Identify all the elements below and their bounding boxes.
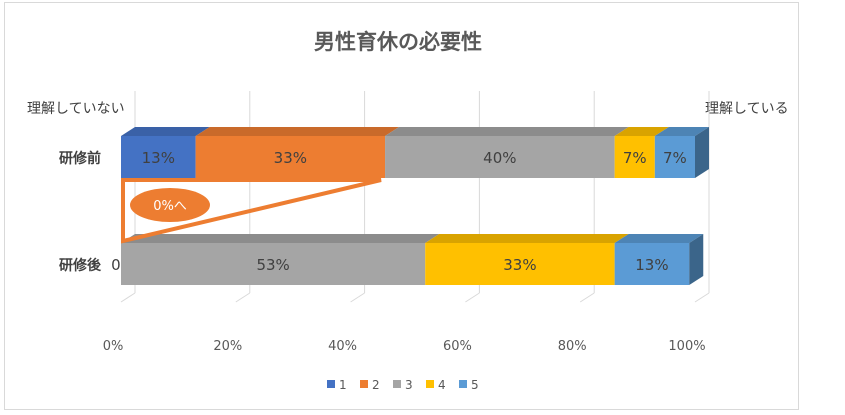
gridline-floor bbox=[120, 292, 136, 303]
bar-top-face bbox=[614, 127, 669, 136]
gridline-floor bbox=[465, 292, 480, 303]
bar-segment bbox=[121, 243, 426, 285]
bar-top-face bbox=[195, 127, 400, 136]
bar-data-label: 7% bbox=[623, 149, 647, 167]
callout: 0%へ bbox=[121, 178, 382, 244]
x-tick-label: 20% bbox=[213, 339, 242, 354]
bar-top-face bbox=[614, 234, 704, 243]
legend-label: 3 bbox=[405, 378, 413, 392]
gridline-floor bbox=[235, 292, 251, 303]
category-label: 研修後 bbox=[59, 257, 102, 274]
legend-label: 4 bbox=[438, 378, 446, 392]
callout-text: 0%へ bbox=[153, 199, 187, 214]
bar-segment bbox=[654, 136, 695, 178]
bar-data-label: 33% bbox=[503, 256, 536, 274]
legend-label: 2 bbox=[372, 378, 380, 392]
x-tick-label: 60% bbox=[443, 339, 472, 354]
chart-frame: 男性育休の必要性 理解していない 理解している 13% 33% 40% 7% 7% 0% 5… bbox=[4, 2, 799, 410]
legend-swatch bbox=[327, 380, 335, 388]
chart-title: 男性育休の必要性 bbox=[314, 30, 482, 54]
bar-data-label: 40% bbox=[483, 149, 516, 167]
bar-segment bbox=[121, 136, 196, 178]
x-tick-label: 80% bbox=[558, 339, 587, 354]
legend-swatch bbox=[360, 380, 368, 388]
bar-data-label: 13% bbox=[142, 149, 175, 167]
legend-label: 1 bbox=[339, 378, 347, 392]
bar-data-label: 53% bbox=[256, 256, 289, 274]
bar-top-face bbox=[385, 127, 629, 136]
callout-wedge bbox=[121, 178, 382, 244]
x-tick-label: 0% bbox=[103, 339, 124, 354]
gridline-floor bbox=[694, 292, 710, 303]
left-caption: 理解していない bbox=[27, 101, 125, 117]
bar-top-face bbox=[425, 234, 629, 243]
legend: 1 2 3 4 5 bbox=[327, 378, 479, 392]
legend-label: 5 bbox=[471, 378, 479, 392]
x-tick-label: 40% bbox=[328, 339, 357, 354]
bar-segment bbox=[425, 243, 615, 285]
bar-data-label: 13% bbox=[635, 256, 668, 274]
bar-segment bbox=[614, 243, 690, 285]
right-caption: 理解している bbox=[705, 101, 789, 117]
legend-swatch bbox=[393, 380, 401, 388]
bar-top-face bbox=[121, 127, 210, 136]
bar-side-face bbox=[689, 234, 704, 285]
bar-segment bbox=[614, 136, 655, 178]
legend-swatch bbox=[426, 380, 434, 388]
bar-top-face bbox=[654, 127, 709, 136]
gridline-floor bbox=[350, 292, 365, 303]
bar-top-face bbox=[121, 234, 440, 243]
x-axis-ticks: 0% 20% 40% 60% 80% 100% bbox=[103, 339, 706, 354]
legend-swatch bbox=[459, 380, 467, 388]
callout-bubble bbox=[130, 188, 210, 222]
bar-data-label: 7% bbox=[663, 149, 687, 167]
x-tick-label: 100% bbox=[668, 339, 705, 354]
bar-side-face bbox=[695, 127, 709, 178]
bars: 13%33%40%7%7%0%53%33%13% bbox=[111, 127, 709, 285]
bar-data-label: 33% bbox=[274, 149, 307, 167]
gridline-floor bbox=[579, 292, 595, 303]
bar-segment bbox=[195, 136, 386, 178]
category-label: 研修前 bbox=[59, 150, 101, 167]
stacked-bar-chart: 男性育休の必要性 理解していない 理解している 13% 33% 40% 7% 7% 0% 5… bbox=[27, 30, 789, 392]
bar-segment bbox=[385, 136, 615, 178]
